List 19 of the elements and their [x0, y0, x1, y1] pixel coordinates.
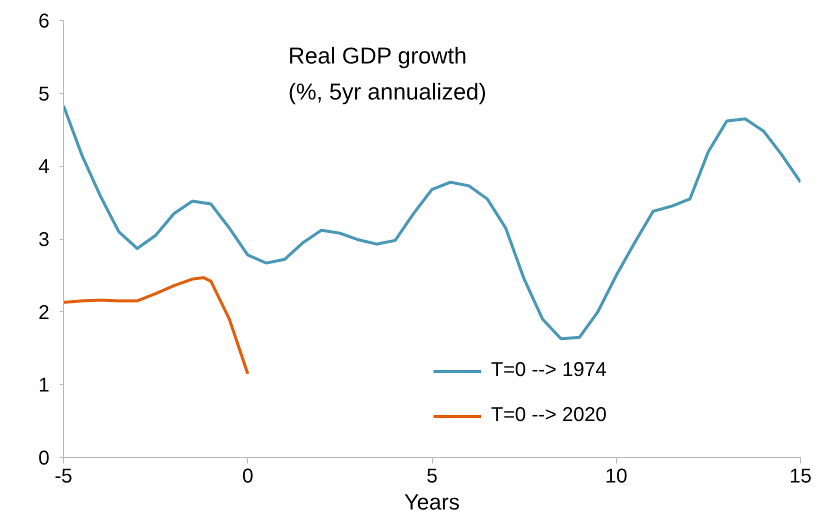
y-tick-label: 0 [38, 448, 50, 470]
x-tick-label: -5 [54, 466, 72, 488]
x-tick-label: 0 [242, 466, 254, 488]
y-tick-label: 5 [38, 83, 50, 106]
y-tick-label: 1 [38, 374, 50, 397]
x-tick-label: 15 [789, 466, 812, 488]
x-tick-label: 5 [426, 466, 438, 488]
line-series [64, 276, 250, 376]
legend-label: T=0 --> 2020 [491, 404, 607, 427]
line-series [64, 104, 800, 340]
x-axis-title: Years [404, 490, 460, 514]
y-tick-label: 2 [38, 302, 50, 324]
y-tick-label: 4 [38, 156, 50, 178]
legend-label: T=0 --> 1974 [491, 359, 607, 382]
text: (%, 5yr annualized) [288, 78, 486, 104]
y-tick-label: 6 [38, 10, 50, 32]
text: Real GDP growth [288, 42, 467, 68]
y-tick-label: 3 [38, 229, 50, 251]
x-tick-label: 10 [605, 466, 628, 488]
